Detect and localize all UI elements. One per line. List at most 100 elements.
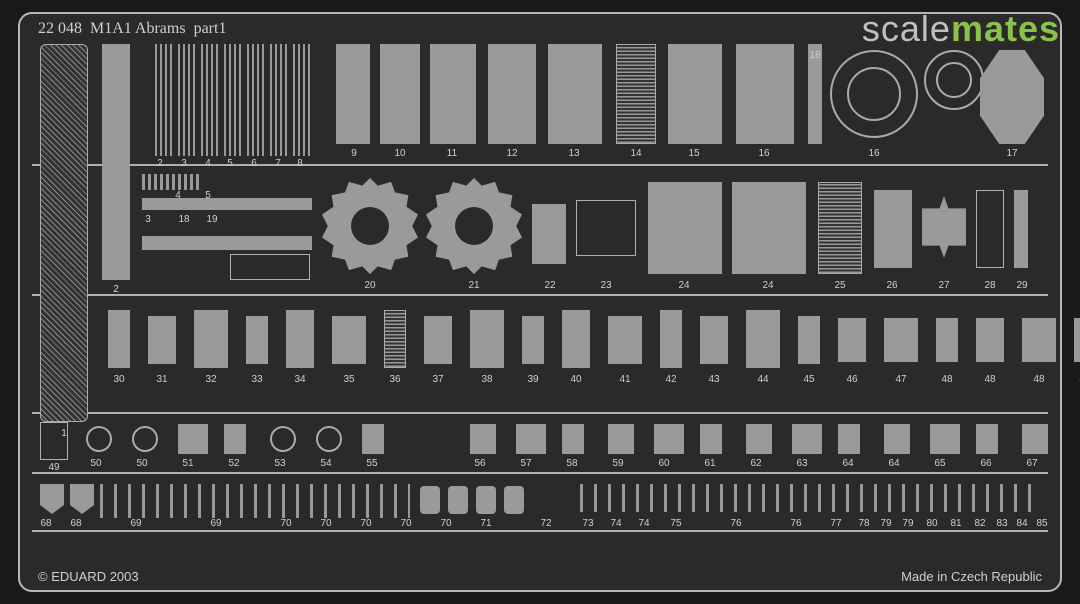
part-bar bbox=[142, 236, 312, 250]
part-label: 37 bbox=[426, 374, 450, 385]
part-handle bbox=[476, 486, 496, 514]
part-small bbox=[976, 424, 998, 454]
part-label: 24 bbox=[756, 280, 780, 291]
part-comb bbox=[270, 44, 288, 156]
part-small bbox=[470, 310, 504, 368]
part-small bbox=[132, 426, 158, 452]
part-label: 18 bbox=[803, 50, 827, 61]
part-label: 69 bbox=[124, 518, 148, 529]
part-label: 50 bbox=[84, 458, 108, 469]
part-label: 8 bbox=[288, 158, 312, 169]
divider bbox=[32, 412, 1048, 414]
sheet-header: 22 048 M1A1 Abrams part1 bbox=[38, 20, 226, 38]
part-label: 24 bbox=[672, 280, 696, 291]
part-small bbox=[224, 424, 246, 454]
part-frame bbox=[976, 190, 1004, 268]
part-label: 66 bbox=[974, 458, 998, 469]
copyright: © EDUARD 2003 bbox=[38, 569, 139, 584]
part-grille bbox=[818, 182, 862, 274]
part-label: 74 bbox=[604, 518, 628, 529]
part-label: 2 bbox=[104, 284, 128, 295]
part-small bbox=[86, 426, 112, 452]
part-label: 29 bbox=[1010, 280, 1034, 291]
part-label: 4 bbox=[166, 190, 190, 201]
part-label: 10 bbox=[388, 148, 412, 159]
part-small bbox=[608, 424, 634, 454]
watermark-logo: scalemates bbox=[862, 8, 1060, 50]
part-label: 39 bbox=[521, 374, 545, 385]
part-label: 62 bbox=[744, 458, 768, 469]
part-label: 40 bbox=[564, 374, 588, 385]
part-label: 25 bbox=[828, 280, 852, 291]
part-label: 41 bbox=[613, 374, 637, 385]
part-small bbox=[286, 310, 314, 368]
part-label: 32 bbox=[199, 374, 223, 385]
part-small bbox=[1022, 424, 1048, 454]
part-label: 34 bbox=[288, 374, 312, 385]
part-small bbox=[936, 318, 958, 362]
part-label: 16 bbox=[862, 148, 886, 159]
part-label: 3 bbox=[172, 158, 196, 169]
part-small bbox=[976, 318, 1004, 362]
part-small bbox=[332, 316, 366, 364]
part-label: 3 bbox=[136, 214, 160, 225]
part-clip bbox=[922, 196, 966, 258]
divider bbox=[32, 294, 1048, 296]
part-panel bbox=[430, 44, 476, 144]
part-wheel bbox=[830, 50, 918, 138]
part-strip bbox=[1014, 190, 1028, 268]
part-label: 55 bbox=[360, 458, 384, 469]
part-mesh-grille bbox=[40, 44, 88, 422]
part-panel bbox=[736, 44, 794, 144]
part-small bbox=[798, 316, 820, 364]
origin-label: Made in Czech Republic bbox=[901, 569, 1042, 584]
part-small bbox=[884, 424, 910, 454]
part-label: 76 bbox=[724, 518, 748, 529]
part-small bbox=[838, 318, 866, 362]
part-label: 61 bbox=[698, 458, 722, 469]
part-label: 6 bbox=[242, 158, 266, 169]
part-small bbox=[700, 316, 728, 364]
part-long-strip bbox=[102, 44, 130, 280]
part-panel bbox=[380, 44, 420, 144]
part-comb bbox=[293, 44, 311, 156]
part-label: 46 bbox=[840, 374, 864, 385]
part-label: 81 bbox=[944, 518, 968, 529]
part-panel bbox=[668, 44, 722, 144]
part-comb bbox=[247, 44, 265, 156]
part-label: 79 bbox=[874, 518, 898, 529]
part-label: 22 bbox=[538, 280, 562, 291]
part-tick-strip bbox=[580, 484, 1040, 512]
part-label: 70 bbox=[314, 518, 338, 529]
part-label: 76 bbox=[784, 518, 808, 529]
part-plate bbox=[532, 204, 566, 264]
part-handle bbox=[504, 486, 524, 514]
part-label: 48 bbox=[935, 374, 959, 385]
part-label: 15 bbox=[682, 148, 706, 159]
part-label: 30 bbox=[107, 374, 131, 385]
part-small bbox=[516, 424, 546, 454]
part-comb bbox=[224, 44, 242, 156]
part-label: 43 bbox=[702, 374, 726, 385]
part-small bbox=[930, 424, 960, 454]
part-small bbox=[194, 310, 228, 368]
part-label: 74 bbox=[632, 518, 656, 529]
part-small bbox=[108, 310, 130, 368]
part-small bbox=[746, 424, 772, 454]
part-label: 47 bbox=[889, 374, 913, 385]
part-label: 59 bbox=[606, 458, 630, 469]
product-name: M1A1 Abrams bbox=[90, 20, 186, 37]
part-label: 28 bbox=[978, 280, 1002, 291]
part-label: 17 bbox=[1000, 148, 1024, 159]
part-label: 45 bbox=[797, 374, 821, 385]
part-small bbox=[362, 424, 384, 454]
part-label: 44 bbox=[751, 374, 775, 385]
part-tick-strip bbox=[100, 484, 410, 518]
part-label: 58 bbox=[560, 458, 584, 469]
part-label: 51 bbox=[176, 458, 200, 469]
part-small bbox=[522, 316, 544, 364]
part-small bbox=[1022, 318, 1056, 362]
divider bbox=[32, 530, 1048, 532]
part-small bbox=[270, 426, 296, 452]
divider bbox=[32, 472, 1048, 474]
